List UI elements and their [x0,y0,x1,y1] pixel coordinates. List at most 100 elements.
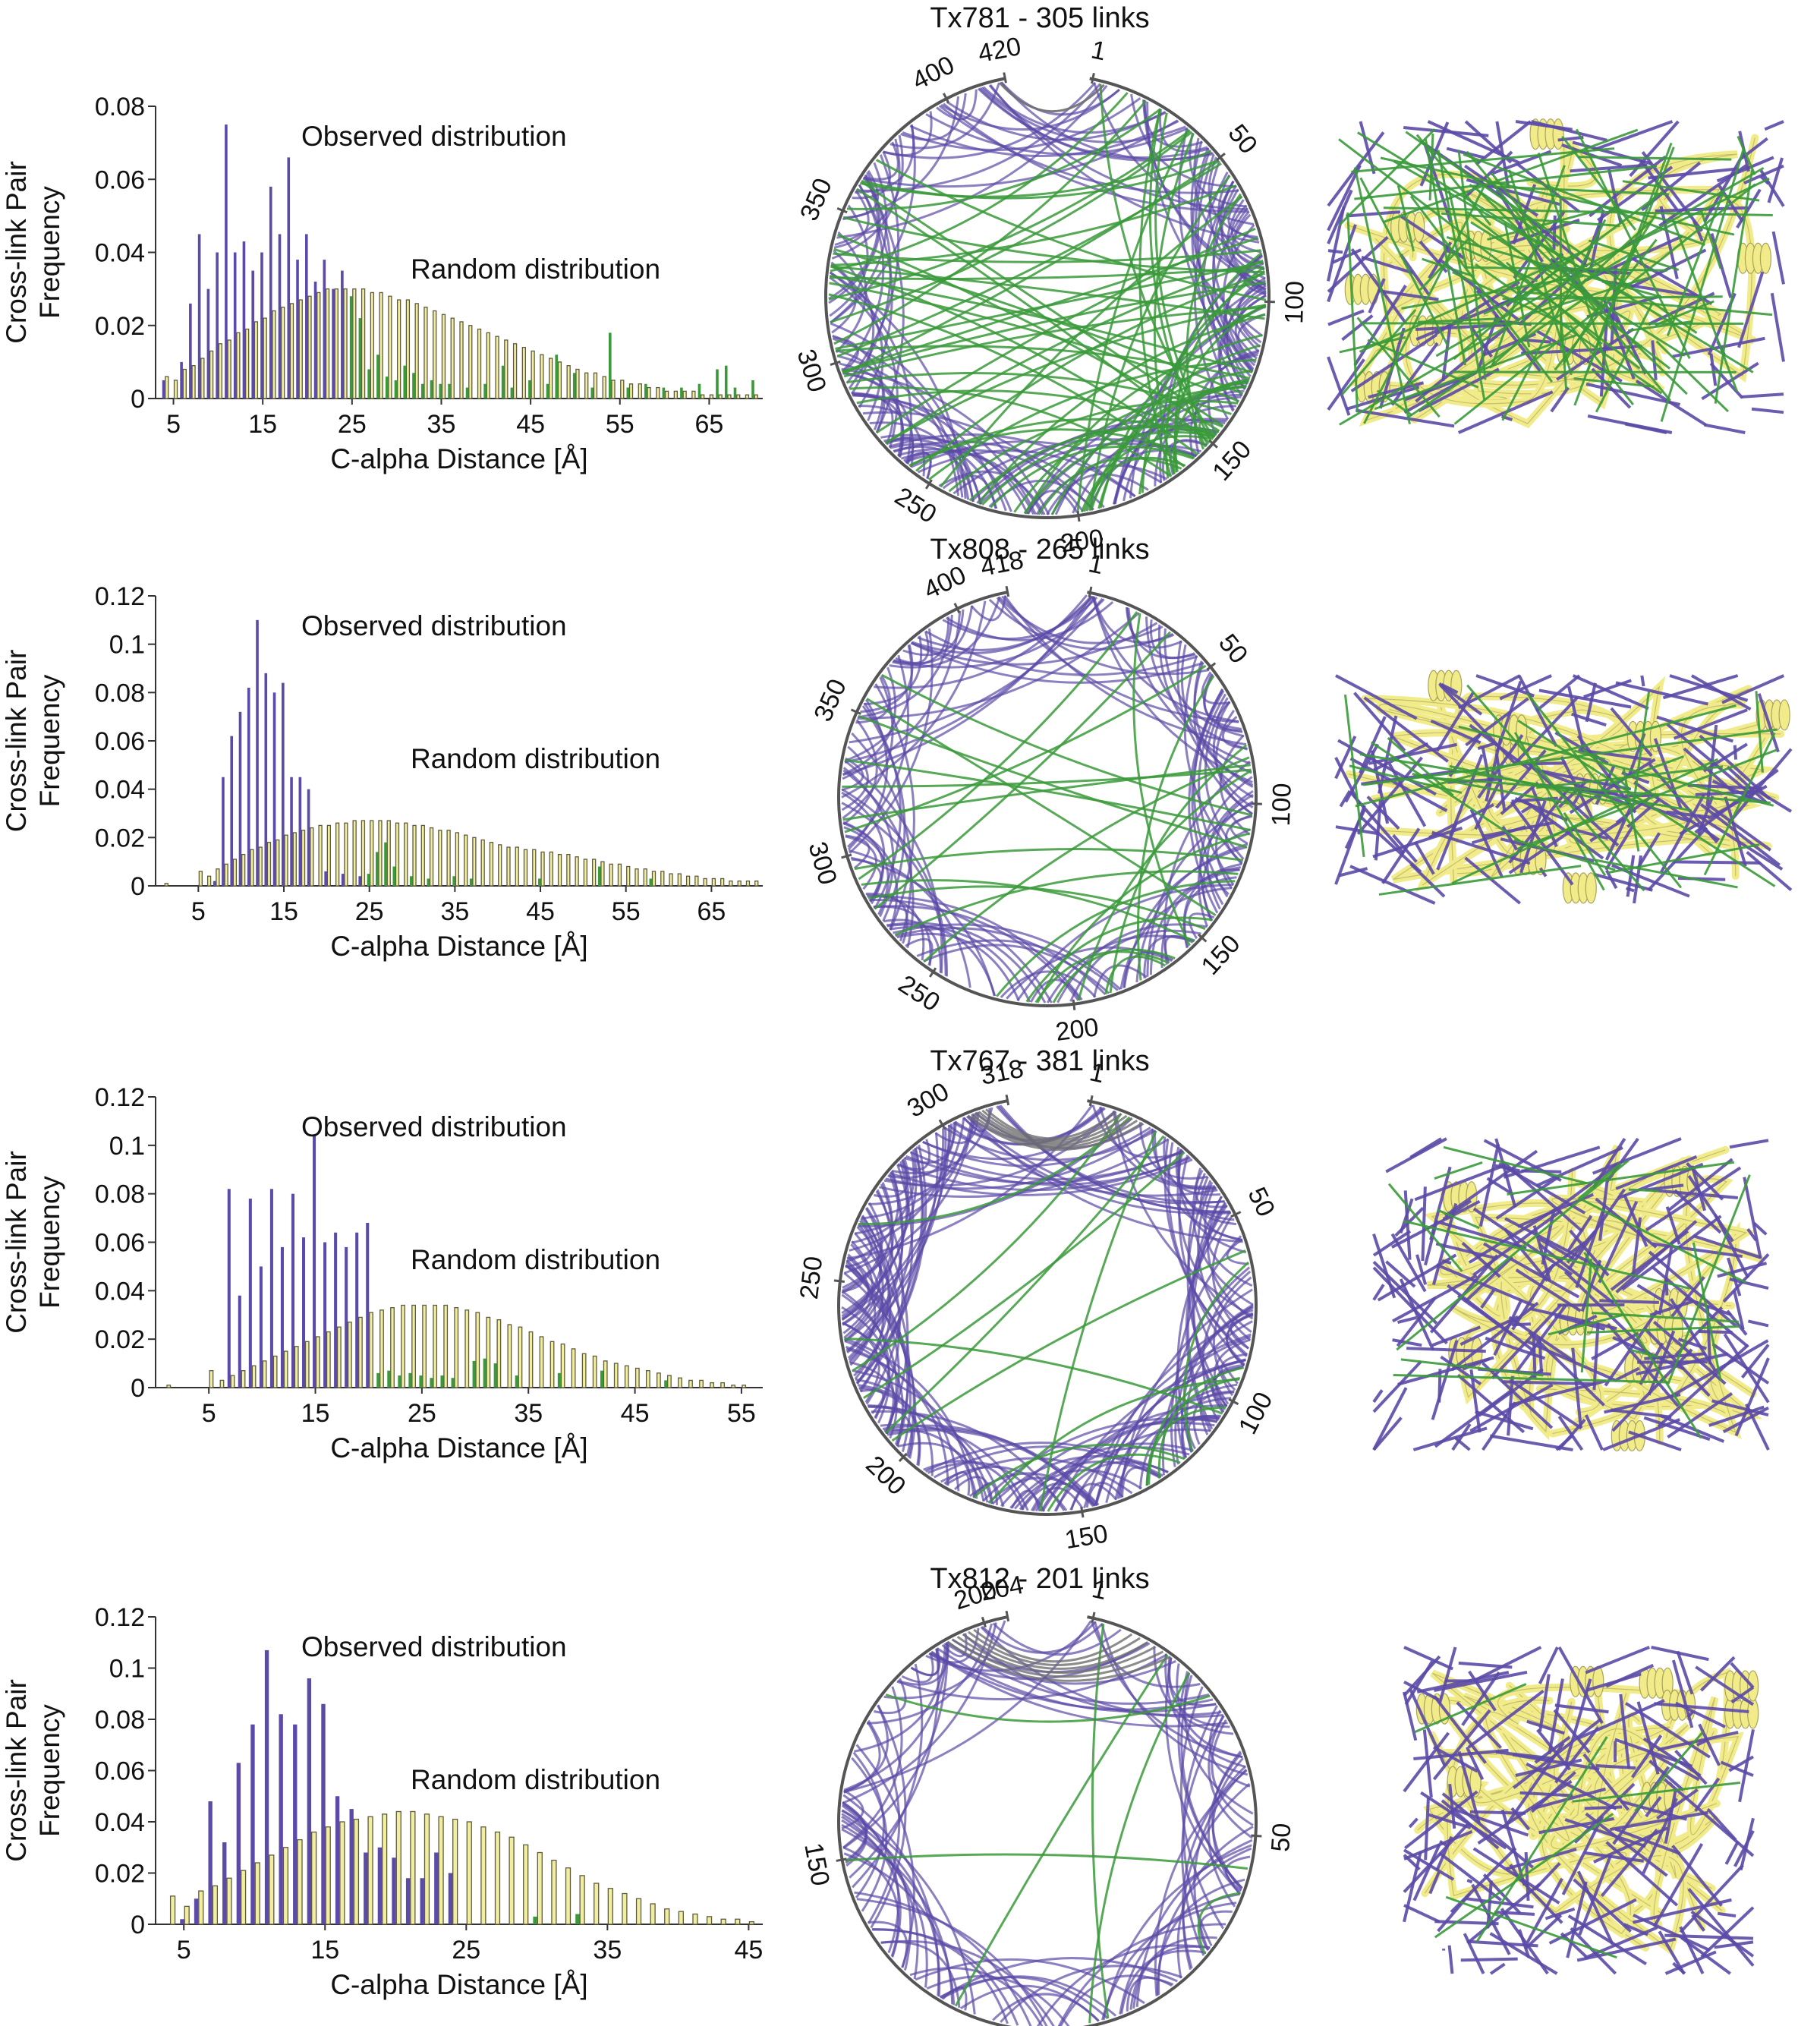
cross-link [992,1622,1122,1656]
structure-short-link [1658,164,1747,228]
cross-link [1193,172,1230,421]
observed-bar [324,871,327,886]
structure-long-link [1504,222,1531,348]
y-axis-label-line-1: Cross-link Pair [1,650,32,833]
structure-short-link [1654,1702,1749,1713]
random-bar [452,1818,458,1925]
structure-short-link [1534,1735,1571,1764]
structure-short-link [1412,1426,1488,1451]
y-tick-label: 0.08 [95,1180,145,1209]
structure-short-link [1408,1817,1419,1829]
structure-short-link [1435,1242,1498,1260]
structure-long-link [1355,704,1737,808]
structure-short-link [1557,135,1584,142]
circle-tick-mark [1216,153,1226,162]
cross-link [852,1663,924,1889]
structure-long-link [1359,177,1450,348]
structure-long-link [1595,302,1654,413]
random-bar [281,307,285,399]
random-bar [651,871,657,887]
observed-bar [420,383,424,399]
structure-short-link [1414,1164,1502,1202]
y-tick-label: 0.06 [95,727,145,756]
cross-link [1176,1150,1252,1333]
random-bar [673,390,679,399]
histogram-chart: 0 0.02 0.04 0.06 0.08 0.1 0.12 5 15 25 35 45 55 Obser… [1,1083,763,1464]
cross-link [849,1648,940,1879]
structure-long-link [1578,156,1732,161]
structure-short-link [1441,1792,1534,1869]
random-bar [209,350,214,399]
structure-short-link [1752,1221,1768,1236]
cross-link [1036,832,1251,1004]
x-tick-label: 55 [727,1399,756,1428]
random-bar [198,1890,204,1925]
x-tick-label: 25 [408,1399,436,1428]
structure-short-link [1571,712,1607,727]
cross-link [1211,1757,1244,1895]
cross-link [857,612,1140,720]
random-bar [378,820,383,887]
observed-bar [733,387,737,399]
structure-long-link [1487,207,1604,241]
cross-link [874,1678,907,1715]
random-bar [685,875,691,887]
cross-link [885,259,1264,445]
structure-short-link [1416,1671,1510,1694]
cross-link [972,1443,1186,1499]
structure-short-link [1368,742,1457,765]
circle-tick-mark [1091,1612,1096,1623]
cross-link [883,111,933,156]
structure-short-link [1544,1907,1576,1920]
circle-tick-label: 200 [1059,524,1105,559]
observed-bar [405,1878,411,1924]
structure-short-link [1573,786,1585,805]
structure-short-link [1353,285,1407,367]
observed-bar [427,878,430,886]
cross-link [862,119,1179,188]
cross-link [901,1652,934,1684]
random-bar [603,1360,608,1388]
cross-link [852,1751,886,1898]
random-bar [660,871,665,887]
structure-image [1334,670,1793,905]
observed-bar [538,878,541,886]
helix-coil [1552,118,1564,150]
random-bar [226,1877,232,1925]
circle-tick-label: 420 [976,32,1024,68]
random-bar [472,837,477,887]
structure-short-link [1509,1379,1607,1407]
random-bar [579,1875,585,1925]
observed-bar [269,186,272,399]
cross-link [973,1628,1133,1663]
structure-short-link [1463,1256,1513,1303]
structure-long-link [1446,236,1663,299]
structure-long-link [1437,1208,1480,1230]
cross-link [1114,1414,1221,1500]
structure-short-link [1356,756,1423,835]
structure-short-link [1513,1717,1602,1789]
cross-link [881,673,1253,817]
cross-link [915,272,1265,472]
cross-link [1179,1686,1224,1930]
structure-short-link [1700,1656,1736,1692]
observed-bar [251,270,255,399]
cross-link [1080,435,1214,513]
cross-link [1129,1945,1211,2010]
structure-short-link [1372,1389,1384,1404]
structure-short-link [1700,1906,1755,1958]
structure-short-link [1639,1342,1664,1385]
random-bar [169,1895,176,1925]
random-bar [609,863,613,887]
random-bar [494,1831,501,1925]
y-tick-label: 0.12 [95,1603,145,1632]
structure-short-link [1724,1841,1740,1865]
structure-short-link [1615,681,1708,706]
cross-link [830,131,1193,323]
structure-short-link [1651,340,1658,380]
structure-short-link [1486,1880,1493,1929]
cross-link [948,400,1239,493]
cross-link [1137,675,1215,981]
y-tick-label: 0.08 [95,93,145,121]
structure-long-link [1412,772,1569,805]
